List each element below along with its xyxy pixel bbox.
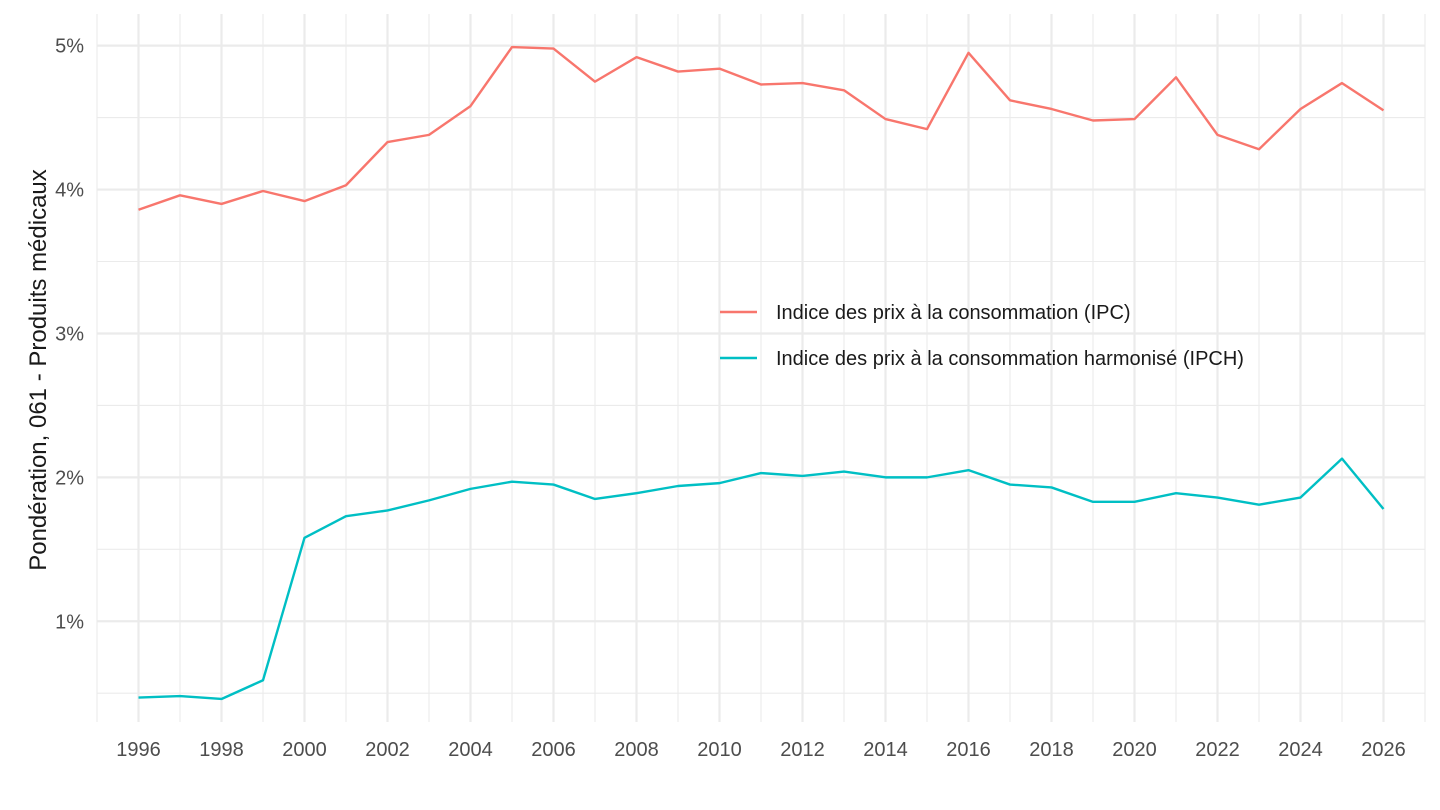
legend-label-ipc: Indice des prix à la consommation (IPC) bbox=[776, 302, 1131, 324]
x-tick-label: 2018 bbox=[1029, 739, 1074, 761]
series-line-ipc bbox=[138, 45, 1385, 211]
x-tick-label: 2004 bbox=[448, 739, 493, 761]
x-axis-tick-labels: 1996 1998 2000 2002 2004 2006 2008 2010 2012 2014… bbox=[116, 739, 1406, 761]
x-tick-label: 1996 bbox=[116, 739, 161, 761]
legend: Indice des prix à la consommation (IPC) I… bbox=[720, 302, 1244, 370]
x-tick-label: 2012 bbox=[780, 739, 825, 761]
x-tick-label: 2022 bbox=[1195, 739, 1240, 761]
y-axis-tick-labels: 1% 2% 3% 4% 5% bbox=[55, 36, 84, 634]
series-lines bbox=[138, 45, 1385, 701]
x-tick-label: 1998 bbox=[199, 739, 244, 761]
y-tick-label: 4% bbox=[55, 180, 84, 202]
x-tick-label: 2026 bbox=[1361, 739, 1406, 761]
y-tick-label: 2% bbox=[55, 467, 84, 489]
x-tick-label: 2020 bbox=[1112, 739, 1157, 761]
x-tick-label: 2002 bbox=[365, 739, 410, 761]
y-axis-title: Pondération, 061 - Produits médicaux bbox=[25, 169, 52, 571]
series-line-ipch bbox=[138, 457, 1385, 701]
x-tick-label: 2014 bbox=[863, 739, 908, 761]
legend-label-ipch: Indice des prix à la consommation harmon… bbox=[776, 348, 1244, 370]
y-tick-label: 5% bbox=[55, 36, 84, 58]
x-tick-label: 2016 bbox=[946, 739, 991, 761]
y-tick-label: 3% bbox=[55, 323, 84, 345]
x-tick-label: 2000 bbox=[282, 739, 327, 761]
x-tick-label: 2006 bbox=[531, 739, 576, 761]
grid-lines bbox=[96, 14, 1426, 722]
y-tick-label: 1% bbox=[55, 611, 84, 633]
x-tick-label: 2010 bbox=[697, 739, 742, 761]
x-tick-label: 2024 bbox=[1278, 739, 1323, 761]
x-tick-label: 2008 bbox=[614, 739, 659, 761]
